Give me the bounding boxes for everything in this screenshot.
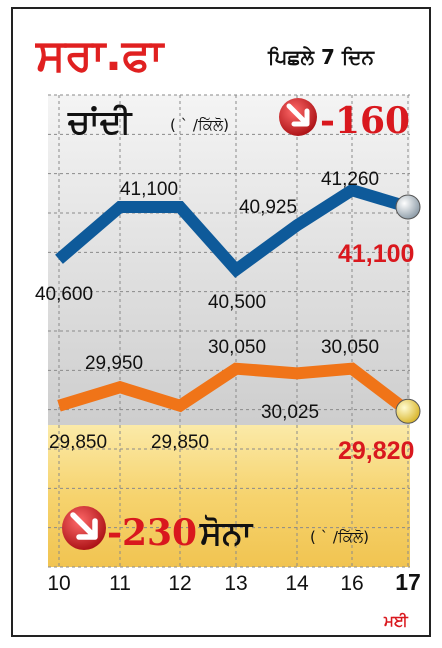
silver-label: ਚਾਂਦੀ (67, 102, 133, 141)
gold-latest-value: 29,820 (338, 437, 414, 465)
gold-label: ਸੋਨਾ (199, 513, 254, 552)
data-label-gold: 30,050 (321, 337, 379, 358)
data-label-silver: 40,925 (239, 197, 297, 218)
x-axis: 10 11 12 13 14 16 17 (47, 569, 420, 595)
data-label-silver: 41,260 (321, 169, 379, 190)
x-tick-label: 12 (168, 572, 191, 595)
month-label: ਮਈ (383, 612, 409, 630)
data-label-silver: 41,100 (120, 179, 178, 200)
series-marker-silver (395, 194, 421, 220)
data-label-gold: 30,025 (261, 402, 319, 423)
data-label-gold: 29,850 (151, 432, 209, 453)
silver-down-arrow-icon (279, 98, 317, 136)
data-label-silver: 40,600 (35, 284, 93, 305)
x-tick-label: 10 (47, 572, 70, 595)
gold-down-arrow-icon (62, 506, 106, 550)
data-label-gold: 30,050 (208, 337, 266, 358)
chart-subtitle: ਪਿਛਲੇ 7 ਦਿਨ (267, 45, 376, 69)
series-marker-gold (395, 398, 421, 424)
series-lines (55, 183, 421, 424)
silver-latest-value: 41,100 (338, 240, 414, 268)
x-tick-label: 14 (285, 572, 309, 595)
gold-change: -230 (107, 512, 197, 554)
silver-change: -160 (320, 100, 410, 142)
series-line-gold (57, 362, 412, 417)
gold-unit: ( ` /ਕਿੱਲੋ) (310, 528, 369, 546)
series-line-silver (55, 183, 410, 278)
x-tick-label: 13 (224, 572, 247, 595)
data-label-gold: 29,950 (85, 353, 143, 374)
x-tick-label: 17 (395, 569, 421, 595)
data-label-silver: 40,500 (208, 292, 266, 313)
x-tick-label: 16 (340, 572, 363, 595)
x-tick-label: 11 (109, 572, 131, 595)
data-labels: 40,600 41,100 40,500 40,925 41,260 29,850 29,9… (35, 169, 379, 453)
data-label-gold: 29,850 (49, 432, 107, 453)
chart-title: ਸਰਾ.ਫਾ (35, 30, 166, 81)
silver-unit: ( ` /ਕਿੱਲੋ) (170, 116, 229, 134)
